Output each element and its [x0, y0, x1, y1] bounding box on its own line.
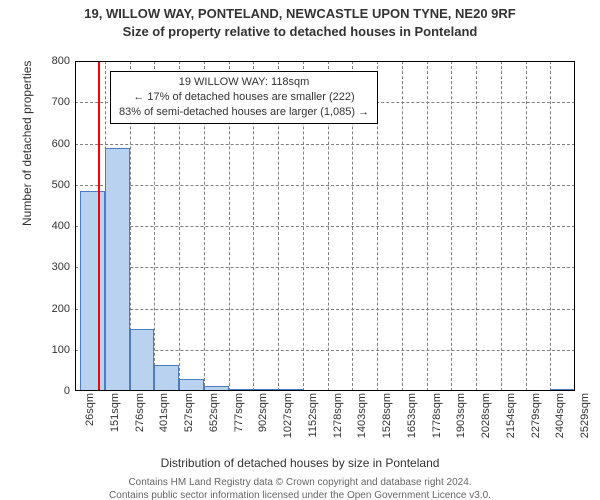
footer-line-1: Contains HM Land Registry data © Crown c… [0, 476, 600, 489]
annotation-line-1: 19 WILLOW WAY: 118sqm [119, 75, 369, 90]
vgridline [501, 61, 502, 391]
x-tick-label: 151sqm [109, 393, 121, 453]
histogram-bar [105, 148, 130, 391]
histogram-bar [130, 329, 155, 391]
x-tick-label: 1152sqm [307, 393, 319, 453]
x-tick-label: 1027sqm [282, 393, 294, 453]
indicator-line [98, 61, 100, 391]
y-tick-label: 700 [30, 96, 70, 108]
histogram-bar [278, 389, 303, 391]
chart-title-line1: 19, WILLOW WAY, PONTELAND, NEWCASTLE UPO… [0, 6, 600, 22]
footer-attribution: Contains HM Land Registry data © Crown c… [0, 476, 600, 500]
x-axis-title: Distribution of detached houses by size … [0, 456, 600, 470]
x-tick-label: 276sqm [134, 393, 146, 453]
histogram-bar [204, 386, 229, 391]
x-tick-label: 2404sqm [554, 393, 566, 453]
x-tick-label: 26sqm [84, 393, 96, 453]
y-tick-label: 100 [30, 344, 70, 356]
footer-line-2: Contains public sector information licen… [0, 489, 600, 500]
x-tick-label: 902sqm [257, 393, 269, 453]
histogram-bar [229, 389, 254, 391]
x-tick-label: 652sqm [208, 393, 220, 453]
chart-container: 19, WILLOW WAY, PONTELAND, NEWCASTLE UPO… [0, 6, 600, 500]
y-tick-label: 300 [30, 261, 70, 273]
annotation-box: 19 WILLOW WAY: 118sqm ← 17% of detached … [110, 71, 378, 124]
vgridline [427, 61, 428, 391]
y-tick-label: 600 [30, 138, 70, 150]
y-tick-label: 800 [30, 55, 70, 67]
vgridline [402, 61, 403, 391]
histogram-bar [154, 365, 179, 391]
x-tick-label: 1278sqm [332, 393, 344, 453]
y-tick-label: 400 [30, 220, 70, 232]
x-tick-label: 1903sqm [455, 393, 467, 453]
x-tick-label: 1528sqm [381, 393, 393, 453]
y-tick-label: 200 [30, 303, 70, 315]
x-tick-label: 2279sqm [530, 393, 542, 453]
y-tick-label: 500 [30, 179, 70, 191]
x-tick-label: 1778sqm [431, 393, 443, 453]
vgridline [451, 61, 452, 391]
vgridline [526, 61, 527, 391]
annotation-line-2: ← 17% of detached houses are smaller (22… [119, 90, 369, 105]
x-tick-label: 401sqm [158, 393, 170, 453]
x-tick-label: 2154sqm [505, 393, 517, 453]
vgridline [476, 61, 477, 391]
histogram-bar [253, 389, 278, 391]
annotation-line-3: 83% of semi-detached houses are larger (… [119, 105, 369, 120]
x-tick-label: 527sqm [183, 393, 195, 453]
chart-title-line2: Size of property relative to detached ho… [0, 24, 600, 40]
x-tick-label: 2028sqm [480, 393, 492, 453]
histogram-bar [179, 379, 204, 391]
x-tick-label: 2529sqm [579, 393, 591, 453]
histogram-bar [550, 389, 575, 391]
x-tick-label: 777sqm [233, 393, 245, 453]
x-tick-label: 1403sqm [356, 393, 368, 453]
histogram-bar [80, 191, 105, 391]
x-tick-label: 1653sqm [406, 393, 418, 453]
y-tick-label: 0 [30, 385, 70, 397]
vgridline [550, 61, 551, 391]
